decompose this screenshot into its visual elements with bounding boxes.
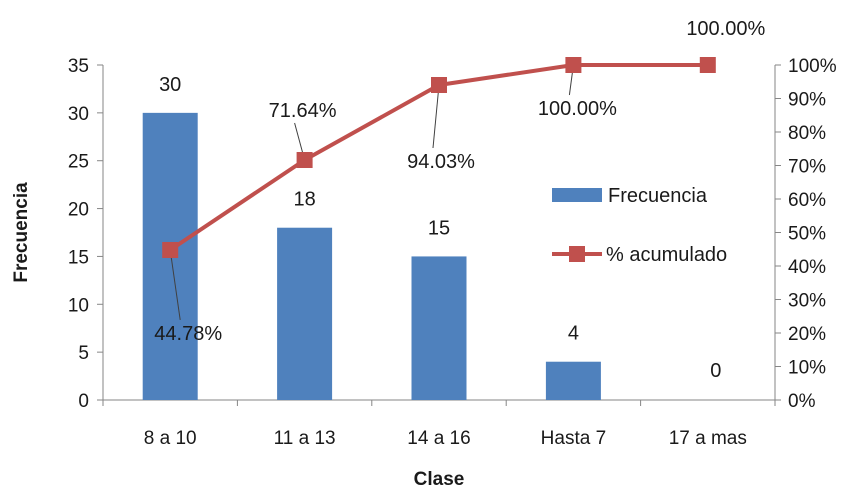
y-left-tick-label: 5	[78, 343, 89, 364]
bar-data-label: 18	[293, 189, 315, 211]
bar-data-label: 30	[159, 74, 181, 96]
y-right-tick-label: 20%	[788, 324, 826, 345]
y-right-tick-label: 60%	[788, 190, 826, 211]
bar-frecuencia	[277, 227, 333, 400]
y-left-tick-label: 35	[68, 56, 89, 77]
legend-marker-acumulado	[569, 246, 585, 262]
label-leader-line	[169, 249, 181, 321]
y-right-tick-label: 40%	[788, 257, 826, 278]
bar-data-label: 4	[568, 323, 579, 345]
x-tick-label: 11 a 13	[274, 428, 336, 449]
x-tick-label: 17 a mas	[669, 428, 747, 449]
x-axis-title: Clase	[414, 469, 465, 490]
line-data-label: 94.03%	[407, 151, 475, 173]
x-tick-label: 14 a 16	[407, 428, 470, 449]
y-left-tick-label: 0	[78, 391, 89, 412]
bar-data-label: 0	[710, 360, 721, 382]
y-left-tick-label: 20	[68, 200, 89, 221]
y-left-tick-label: 10	[68, 295, 89, 316]
label-leader-line	[432, 84, 440, 149]
y-right-tick-label: 100%	[788, 56, 837, 77]
legend-swatch-frecuencia	[552, 188, 602, 202]
line-marker	[162, 241, 179, 258]
line-marker	[565, 57, 582, 73]
line-marker	[296, 152, 313, 169]
y-left-tick-label: 30	[68, 104, 89, 125]
y-axis-title: Frecuencia	[11, 182, 32, 283]
line-data-label: 100.00%	[538, 98, 617, 120]
x-tick-label: Hasta 7	[541, 428, 606, 449]
y-right-tick-label: 10%	[788, 358, 826, 379]
y-right-tick-label: 80%	[788, 123, 826, 144]
legend-label-frecuencia: Frecuencia	[608, 185, 708, 207]
y-right-tick-label: 70%	[788, 157, 826, 178]
bar-data-label: 15	[428, 217, 450, 239]
line-marker	[699, 57, 716, 73]
bar-frecuencia	[545, 361, 601, 400]
y-left-tick-label: 25	[68, 152, 89, 173]
legend-label-acumulado: % acumulado	[606, 244, 727, 266]
y-right-tick-label: 0%	[788, 391, 816, 412]
y-left-tick-label: 15	[68, 247, 89, 268]
y-right-tick-label: 90%	[788, 90, 826, 111]
y-right-tick-label: 50%	[788, 224, 826, 245]
line-data-label: 44.78%	[154, 323, 222, 345]
bar-frecuencia	[411, 256, 467, 400]
y-right-tick-label: 30%	[788, 291, 826, 312]
line-data-label: 100.00%	[686, 18, 765, 40]
line-data-label: 71.64%	[269, 100, 337, 122]
line-marker	[431, 76, 447, 93]
x-tick-label: 8 a 10	[144, 428, 197, 449]
